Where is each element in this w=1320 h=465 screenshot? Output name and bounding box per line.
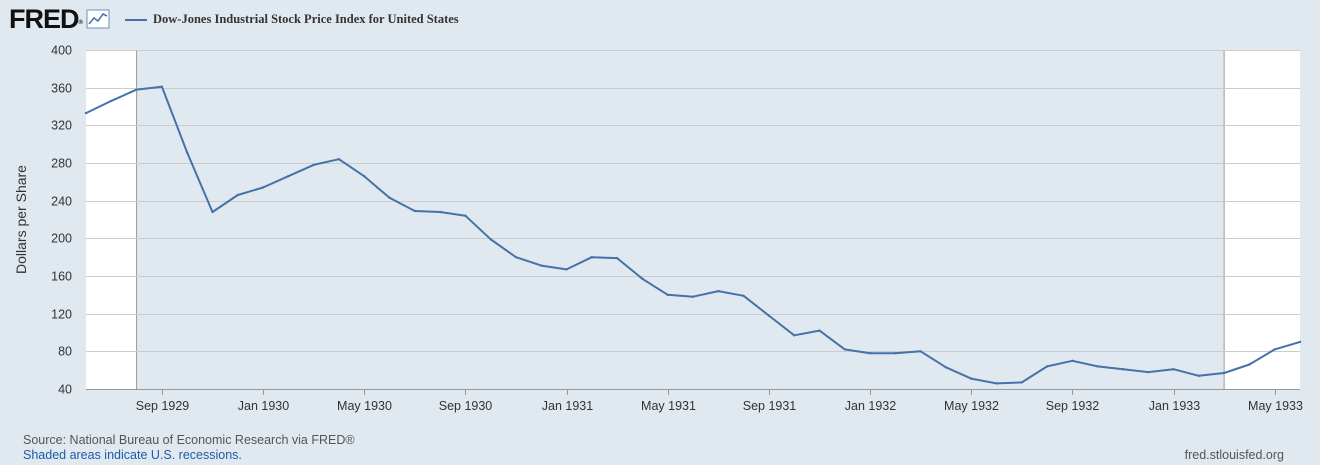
data-point [1273, 348, 1276, 351]
data-point [641, 277, 644, 280]
data-point [464, 214, 467, 217]
data-point [615, 256, 619, 260]
data-point [717, 289, 720, 293]
data-point [312, 163, 315, 167]
y-tick-label: 160 [51, 270, 72, 284]
data-point [970, 377, 973, 380]
x-tick-label: May 1930 [337, 399, 392, 413]
data-point [944, 366, 948, 369]
data-point [666, 293, 669, 296]
data-point [742, 294, 745, 297]
data-point [160, 85, 164, 88]
data-point [287, 175, 290, 178]
data-point [489, 238, 492, 241]
fred-logo-group[interactable]: FRED® [9, 4, 110, 34]
data-point [919, 350, 922, 353]
data-point [514, 256, 518, 259]
x-tick-label: Sep 1930 [439, 399, 493, 413]
y-axis-title: Dollars per Share [13, 165, 29, 274]
data-point [767, 314, 771, 317]
recession-shade [136, 50, 1225, 389]
data-point [211, 210, 214, 214]
data-point [793, 334, 796, 337]
data-point [1121, 368, 1125, 371]
data-point [590, 256, 593, 259]
source-text: Source: National Bureau of Economic Rese… [23, 433, 355, 447]
data-point [1248, 363, 1251, 366]
data-point [1096, 365, 1099, 368]
data-point [337, 158, 341, 161]
data-point [236, 193, 239, 197]
y-tick-label: 280 [51, 157, 72, 171]
x-tick-label: Sep 1929 [136, 399, 190, 413]
data-point [868, 352, 872, 355]
y-tick-label: 400 [51, 44, 72, 58]
data-point [1071, 359, 1074, 362]
chart-legend: Dow-Jones Industrial Stock Price Index f… [125, 12, 459, 27]
data-point [565, 268, 568, 271]
fred-logo-registered-mark: ® [78, 20, 83, 26]
y-tick-label: 40 [58, 383, 72, 397]
graph-icon [86, 9, 110, 29]
y-tick-label: 200 [51, 232, 72, 246]
fred-logo-text: FRED [9, 4, 79, 34]
data-point [261, 186, 265, 189]
x-tick-label: Sep 1931 [743, 399, 797, 413]
y-tick-label: 80 [58, 345, 72, 359]
data-point [843, 348, 846, 351]
data-point [84, 111, 88, 115]
legend-label: Dow-Jones Industrial Stock Price Index f… [153, 12, 459, 26]
y-tick-label: 240 [51, 195, 72, 209]
y-tick-label: 360 [51, 82, 72, 96]
x-tick-label: Jan 1930 [238, 399, 289, 413]
data-point [186, 151, 189, 154]
data-point [413, 209, 416, 213]
x-tick-label: May 1932 [944, 399, 999, 413]
data-point [1020, 381, 1023, 384]
x-tick-label: Jan 1933 [1149, 399, 1200, 413]
data-point [691, 295, 695, 298]
data-point [995, 382, 998, 385]
y-tick-label: 120 [51, 308, 72, 322]
data-point [540, 264, 543, 267]
y-tick-label: 320 [51, 119, 72, 133]
legend-line-swatch [125, 18, 147, 21]
data-point [1172, 368, 1175, 371]
data-point [388, 196, 391, 199]
data-point [894, 352, 897, 355]
data-point [110, 99, 113, 103]
recession-note: Shaded areas indicate U.S. recessions. [23, 448, 242, 462]
data-point [438, 210, 442, 214]
x-tick-label: May 1931 [641, 399, 696, 413]
data-point [818, 329, 821, 332]
data-point [135, 88, 138, 91]
fred-logo[interactable]: FRED® [9, 4, 83, 34]
x-tick-label: Jan 1931 [542, 399, 593, 413]
x-tick-label: Sep 1932 [1046, 399, 1100, 413]
data-point [1147, 370, 1150, 374]
x-tick-label: Jan 1932 [845, 399, 896, 413]
site-link[interactable]: fred.stlouisfed.org [1184, 448, 1284, 462]
line-chart: 40 80 120 160 200 240 280 320 360 400 Sep 1929 Jan … [13, 44, 1303, 414]
data-point [1222, 371, 1226, 375]
data-point [1197, 374, 1201, 377]
data-point [363, 175, 366, 178]
data-point [1298, 340, 1302, 344]
x-tick-label: May 1933 [1248, 399, 1303, 413]
data-point [1045, 365, 1049, 368]
